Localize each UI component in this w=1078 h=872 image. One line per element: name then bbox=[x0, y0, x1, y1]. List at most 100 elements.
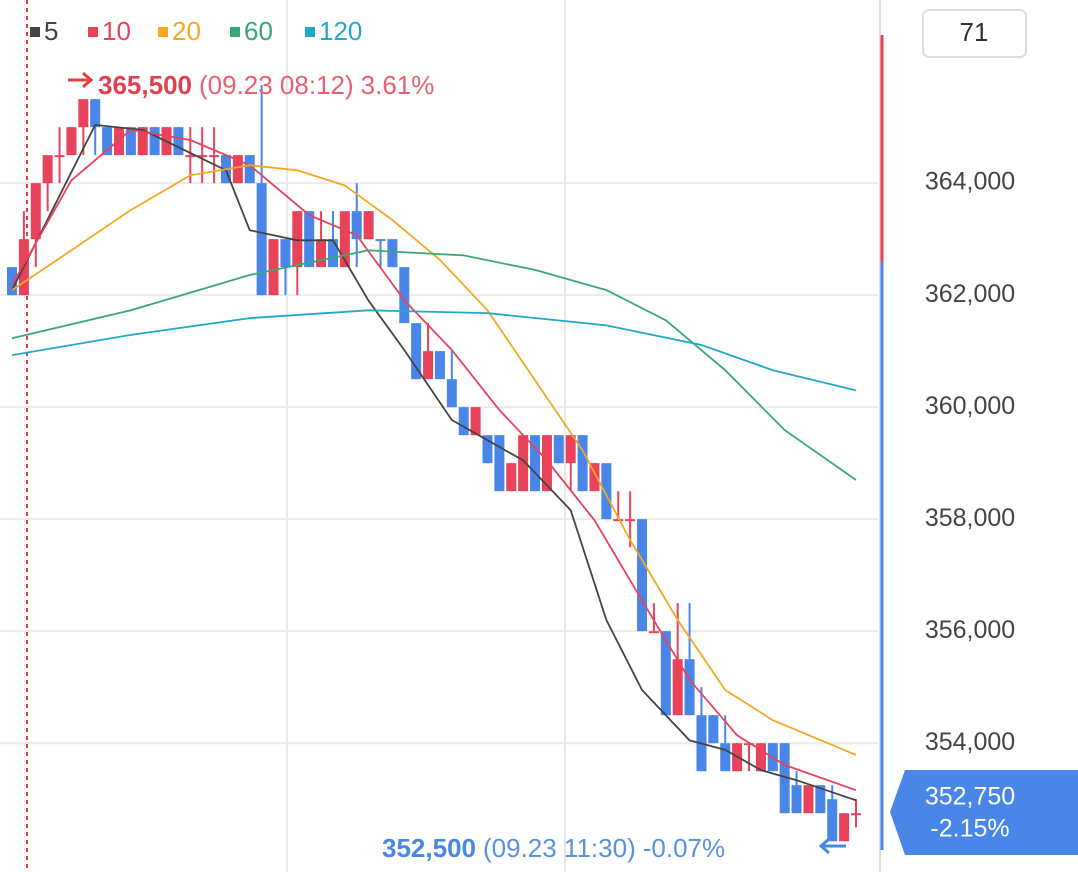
candle-body bbox=[518, 435, 529, 492]
legend-swatch bbox=[305, 27, 315, 37]
low-note: 352,500 (09.23 11:30) -0.07% bbox=[382, 833, 846, 863]
candle-body bbox=[434, 351, 445, 380]
high-price: 365,500 bbox=[98, 70, 192, 100]
legend-swatch bbox=[30, 27, 40, 37]
candle-body bbox=[256, 183, 267, 296]
candle-body bbox=[506, 463, 517, 492]
candle-body bbox=[648, 631, 659, 634]
legend-label: 20 bbox=[172, 16, 201, 46]
candle-body bbox=[173, 127, 184, 156]
candle-body bbox=[827, 799, 838, 842]
candle-body bbox=[78, 99, 89, 128]
candle-body bbox=[458, 407, 469, 436]
y-tick-label: 358,000 bbox=[925, 504, 1015, 532]
low-time: (09.23 11:30) bbox=[483, 833, 636, 863]
candle-body bbox=[66, 127, 77, 156]
legend-label: 10 bbox=[102, 16, 131, 46]
candle-body bbox=[851, 813, 861, 816]
low-note-text: 352,500 (09.23 11:30) -0.07% bbox=[382, 833, 725, 863]
candle-body bbox=[541, 435, 552, 492]
candle-body bbox=[399, 267, 410, 324]
candle-body bbox=[684, 659, 695, 716]
candle-body bbox=[720, 743, 731, 772]
candle-body bbox=[209, 155, 220, 158]
candle-body bbox=[744, 743, 755, 746]
candle-body bbox=[7, 267, 17, 296]
candle-body bbox=[530, 435, 541, 492]
legend-label: 5 bbox=[44, 16, 58, 46]
arrow-head bbox=[818, 837, 830, 855]
candle-body bbox=[589, 463, 600, 492]
candle-body bbox=[601, 463, 612, 520]
candle-body bbox=[387, 239, 398, 268]
low-change: -0.07% bbox=[643, 833, 725, 863]
candle-body bbox=[268, 239, 279, 296]
candle-body bbox=[625, 519, 636, 522]
legend-swatch bbox=[88, 27, 98, 37]
high-time: (09.23 08:12) bbox=[199, 70, 354, 100]
candle-body bbox=[280, 239, 291, 268]
candle-body bbox=[304, 211, 315, 268]
candle-body bbox=[149, 127, 160, 156]
candle-body bbox=[339, 211, 350, 268]
candle-body bbox=[197, 155, 208, 158]
info-box bbox=[922, 9, 1027, 58]
candle-body bbox=[137, 127, 148, 156]
ma-line bbox=[11, 128, 857, 792]
candle-body bbox=[446, 379, 457, 408]
candle-body bbox=[375, 239, 386, 242]
candle-body bbox=[42, 155, 53, 184]
ma-line bbox=[11, 123, 857, 802]
low-price: 352,500 bbox=[382, 833, 476, 863]
last-price: 352,750 bbox=[925, 783, 1015, 811]
y-tick-label: 364,000 bbox=[925, 168, 1015, 196]
candle-body bbox=[613, 519, 624, 522]
legend-label: 120 bbox=[319, 16, 362, 46]
ma-line bbox=[11, 249, 857, 481]
candle-body bbox=[244, 155, 255, 184]
candle-body bbox=[637, 519, 648, 632]
candle-body bbox=[660, 631, 671, 716]
candle-body bbox=[351, 211, 362, 240]
candle-body bbox=[494, 435, 505, 492]
candle-body bbox=[316, 239, 327, 268]
high-change: 3.61% bbox=[361, 70, 435, 100]
y-tick-label: 362,000 bbox=[925, 280, 1015, 308]
candle-body bbox=[708, 715, 719, 744]
last-change: -2.15% bbox=[930, 815, 1009, 843]
ma-line bbox=[11, 164, 857, 756]
candle-body bbox=[232, 155, 243, 184]
last-price-tag bbox=[890, 770, 1078, 855]
candle-body bbox=[672, 659, 683, 716]
candle-body bbox=[423, 351, 434, 380]
y-tick-label: 354,000 bbox=[925, 728, 1015, 756]
candle-body bbox=[577, 435, 588, 492]
candle-body bbox=[185, 155, 196, 158]
candle-body bbox=[30, 183, 41, 240]
candle-body bbox=[125, 127, 136, 156]
info-box-text: 71 bbox=[960, 17, 989, 47]
candle-body bbox=[839, 813, 850, 842]
candle-body bbox=[327, 239, 338, 268]
y-tick-label: 356,000 bbox=[925, 616, 1015, 644]
candle-body bbox=[90, 99, 101, 128]
candle-body bbox=[565, 435, 576, 464]
candle-body bbox=[482, 435, 493, 464]
candle-body bbox=[755, 743, 766, 772]
candle-body bbox=[470, 407, 481, 436]
candle-body bbox=[803, 785, 814, 814]
legend-label: 60 bbox=[244, 16, 273, 46]
plot bbox=[7, 85, 861, 842]
y-tick-label: 360,000 bbox=[925, 392, 1015, 420]
candle-body bbox=[292, 211, 303, 268]
candle-body bbox=[411, 323, 422, 380]
candle-body bbox=[54, 155, 65, 158]
candle-body bbox=[779, 743, 790, 814]
candle-body bbox=[791, 785, 802, 814]
high-note: 365,500 (09.23 08:12) 3.61% bbox=[68, 70, 434, 100]
high-note-text: 365,500 (09.23 08:12) 3.61% bbox=[98, 70, 434, 100]
candle-body bbox=[553, 435, 564, 464]
legend-swatch bbox=[158, 27, 168, 37]
